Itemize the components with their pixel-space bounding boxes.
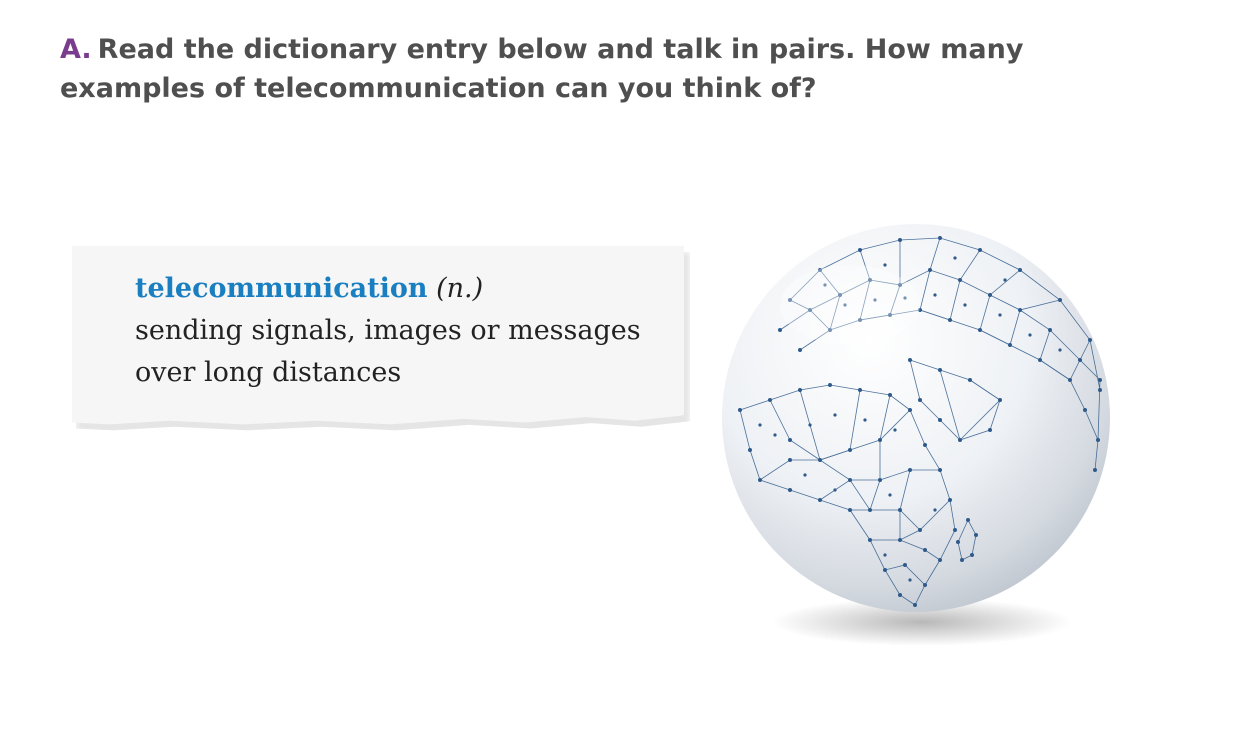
exercise-instruction: A. Read the dictionary entry below and ta… [60,30,1060,108]
instruction-text: Read the dictionary entry below and talk… [60,34,1024,104]
dictionary-entry: telecommunication (n.) sending signals, … [135,268,675,394]
dictionary-card [72,246,684,425]
exercise-letter: A. [60,34,92,65]
entry-heading-line: telecommunication (n.) [135,268,675,310]
globe-shadow [772,598,1072,646]
entry-headword: telecommunication [135,273,428,304]
network-nodes [738,236,1102,607]
entry-definition-line-1: sending signals, images or messages [135,315,641,346]
entry-definition-line-2: over long distances [135,357,402,388]
globe-highlight [780,265,920,345]
entry-part-of-speech: (n.) [436,273,484,304]
globe-sphere [722,224,1110,612]
network-globe-illustration [722,224,1110,646]
